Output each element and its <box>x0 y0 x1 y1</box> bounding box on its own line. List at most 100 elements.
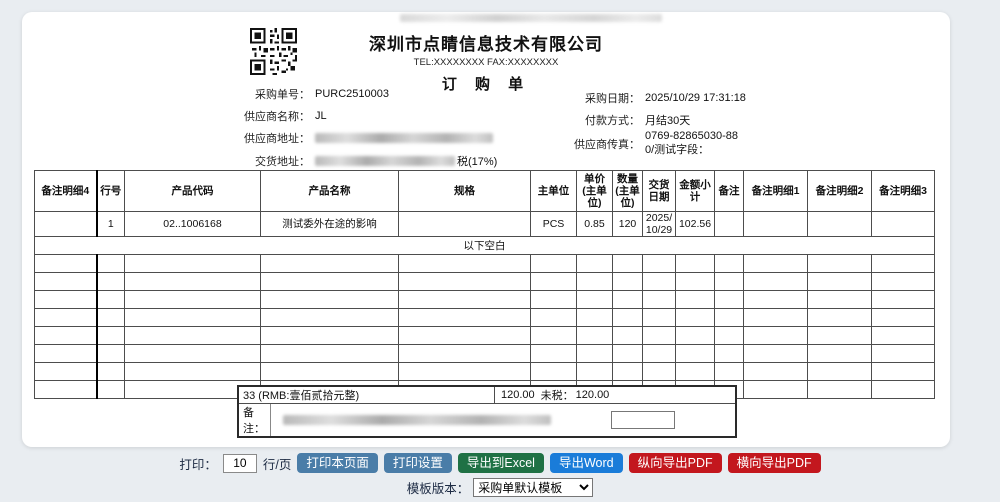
total-in-words: 33 (RMB:壹佰贰拾元整) <box>239 387 495 403</box>
table-cell <box>530 308 577 328</box>
table-cell: PCS <box>530 210 577 238</box>
export-pdf-portrait-button[interactable]: 纵向导出PDF <box>628 453 722 474</box>
table-cell <box>743 362 808 382</box>
supplier-fax-label: 供应商传真： <box>574 139 640 151</box>
table-cell <box>124 326 261 346</box>
po-table: 备注明细4 行号 产品代码 产品名称 规格 主单位 单价(主单位) 数量(主单位… <box>34 170 935 400</box>
table-cell <box>807 272 872 292</box>
table-cell <box>714 210 744 238</box>
delivery-address-suffix: 税(17%) <box>457 156 498 168</box>
field-supplier-fax: 供应商传真： 0769-82865030-880/测试字段： <box>520 130 747 158</box>
field-delivery-address: 交货地址： 税(17%) <box>190 153 497 169</box>
rows-unit-label: 行/页 <box>262 457 292 472</box>
redacted-remark-text <box>283 415 551 425</box>
order-no-value: PURC2510003 <box>315 88 389 100</box>
table-cell <box>743 272 808 292</box>
table-cell <box>124 362 261 382</box>
table-cell <box>612 290 643 310</box>
table-cell <box>124 254 261 274</box>
rows-per-page-input[interactable] <box>222 453 257 473</box>
table-cell <box>642 344 676 364</box>
table-cell <box>612 272 643 292</box>
table-cell <box>398 254 531 274</box>
table-cell <box>124 272 261 292</box>
table-cell <box>714 308 744 328</box>
table-cell <box>612 362 643 382</box>
table-cell <box>714 362 744 382</box>
table-cell <box>576 326 613 346</box>
table-cell <box>871 362 935 382</box>
table-cell <box>807 308 872 328</box>
untaxed-label: 未税： <box>540 390 574 402</box>
field-purchase-date: 采购日期： 2025/10/29 17:31:18 <box>520 90 746 106</box>
po-empty-row <box>34 290 935 310</box>
col-header: 主单位 <box>530 170 577 212</box>
table-cell <box>34 380 98 400</box>
col-header: 备注明细2 <box>807 170 872 212</box>
company-name: 深圳市点睛信息技术有限公司 <box>369 35 603 54</box>
col-header: 备注明细1 <box>743 170 808 212</box>
print-settings-button[interactable]: 打印设置 <box>383 453 452 474</box>
export-pdf-landscape-button[interactable]: 横向导出PDF <box>727 453 821 474</box>
remark-extra-input[interactable] <box>611 411 675 429</box>
table-cell <box>530 272 577 292</box>
col-header: 备注明细3 <box>871 170 935 212</box>
table-cell <box>743 308 808 328</box>
table-cell: 0.85 <box>576 210 613 238</box>
purchase-date-label: 采购日期： <box>585 93 640 105</box>
table-cell: 102.56 <box>675 210 715 238</box>
supplier-label: 供应商名称： <box>244 111 310 123</box>
po-empty-row <box>34 344 935 364</box>
table-cell <box>530 290 577 310</box>
table-cell <box>714 272 744 292</box>
print-page-button[interactable]: 打印本页面 <box>297 453 378 474</box>
po-empty-row <box>34 326 935 346</box>
table-cell <box>743 344 808 364</box>
table-cell <box>96 380 125 400</box>
table-cell <box>124 344 261 364</box>
export-excel-button[interactable]: 导出到Excel <box>457 453 544 474</box>
table-cell: 测试委外在途的影响 <box>260 210 399 238</box>
col-header: 备注 <box>714 170 744 212</box>
table-cell <box>96 326 125 346</box>
company-contact: TEL:XXXXXXXX FAX:XXXXXXXX <box>413 57 559 68</box>
po-header-row: 备注明细4 行号 产品代码 产品名称 规格 主单位 单价(主单位) 数量(主单位… <box>34 170 935 212</box>
table-cell <box>576 272 613 292</box>
table-cell <box>576 254 613 274</box>
table-cell <box>96 344 125 364</box>
template-version-select[interactable]: 采购单默认模板 <box>473 478 594 497</box>
po-blank-row: 以下空白 <box>34 236 935 256</box>
table-cell <box>34 326 98 346</box>
purchase-date-value: 2025/10/29 17:31:18 <box>645 92 746 104</box>
template-controls-row: 模板版本： 采购单默认模板 <box>0 478 1000 497</box>
table-cell <box>124 308 261 328</box>
table-cell <box>642 254 676 274</box>
table-cell <box>714 290 744 310</box>
col-header: 产品代码 <box>124 170 261 212</box>
table-cell <box>260 362 399 382</box>
table-cell <box>34 308 98 328</box>
po-empty-row <box>34 308 935 328</box>
payment-terms-label: 付款方式： <box>585 115 640 127</box>
template-version-label: 模板版本： <box>406 482 470 496</box>
table-cell <box>642 362 676 382</box>
summary-box: 33 (RMB:壹佰贰拾元整) 120.00 未税： 120.00 备注： <box>237 385 737 438</box>
table-cell <box>714 344 744 364</box>
table-cell <box>576 362 613 382</box>
table-cell <box>530 254 577 274</box>
table-cell <box>96 272 125 292</box>
print-label: 打印： <box>179 457 217 472</box>
table-cell <box>260 254 399 274</box>
table-cell <box>96 308 125 328</box>
table-cell <box>530 362 577 382</box>
table-cell <box>124 290 261 310</box>
table-cell <box>675 344 715 364</box>
col-header: 行号 <box>96 170 125 212</box>
table-cell <box>96 362 125 382</box>
table-cell <box>675 326 715 346</box>
table-cell: 120 <box>612 210 643 238</box>
table-cell <box>807 362 872 382</box>
table-cell <box>871 344 935 364</box>
table-cell <box>34 362 98 382</box>
export-word-button[interactable]: 导出Word <box>549 453 623 474</box>
